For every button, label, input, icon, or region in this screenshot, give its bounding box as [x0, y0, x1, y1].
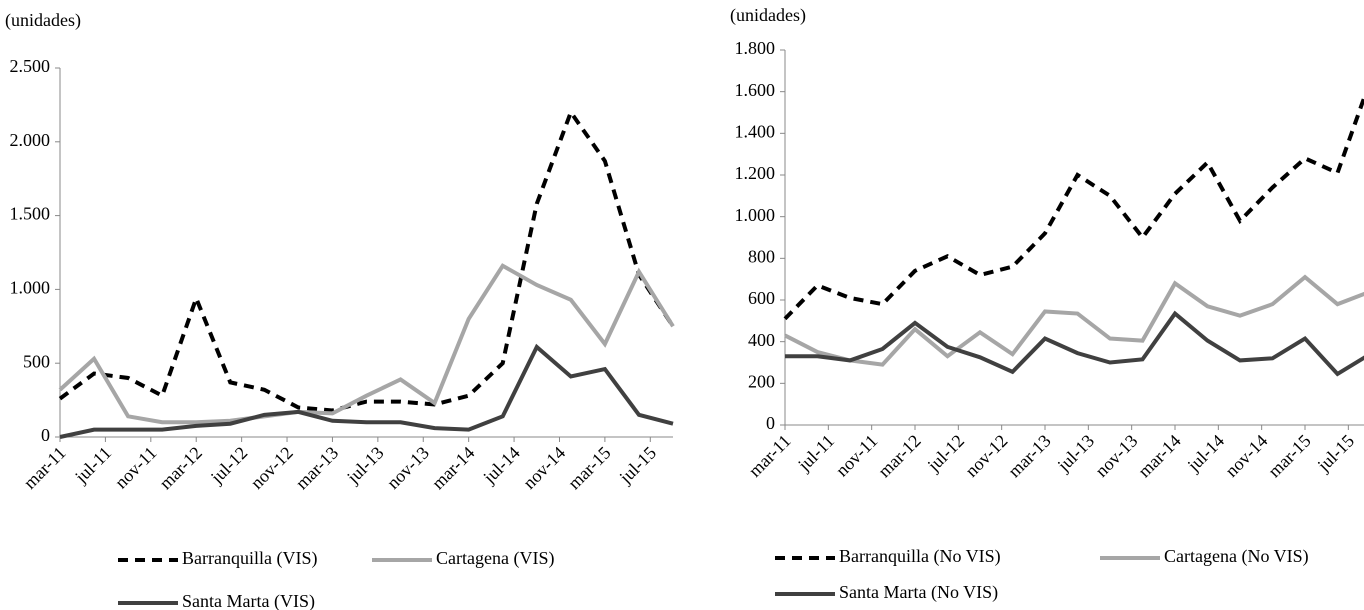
x-tick-label: mar-12	[874, 431, 925, 482]
x-tick-label: mar-11	[20, 443, 70, 493]
y-tick-label: 600	[748, 288, 775, 308]
y-tick-label: 1.600	[735, 80, 776, 100]
y-tick-label: 500	[23, 351, 50, 371]
x-tick-label: jul-11	[793, 431, 838, 476]
legend-label: Santa Marta (VIS)	[182, 591, 315, 610]
y-tick-label: 1.400	[735, 121, 776, 141]
x-tick-label: jul-14	[1183, 431, 1228, 476]
x-tick-label: nov-13	[383, 443, 433, 493]
y-tick-label: 0	[766, 413, 775, 433]
x-tick-label: nov-14	[1221, 431, 1271, 481]
legend-label: Cartagena (No VIS)	[1164, 546, 1309, 567]
y-axis-label: (unidades)	[730, 5, 806, 26]
x-tick-label: jul-12	[206, 443, 251, 488]
y-tick-label: 1.800	[735, 38, 776, 58]
x-tick-label: jul-15	[1313, 431, 1358, 476]
x-tick-label: nov-14	[519, 443, 569, 493]
x-tick-label: nov-11	[832, 431, 882, 481]
legend-label: Barranquilla (No VIS)	[839, 546, 1001, 567]
x-tick-label: nov-11	[111, 443, 161, 493]
x-tick-label: nov-12	[961, 431, 1011, 481]
x-tick-label: mar-12	[155, 443, 206, 494]
x-tick-label: jul-15	[615, 443, 660, 488]
y-tick-label: 2.500	[10, 56, 51, 76]
y-tick-label: 1.500	[10, 204, 51, 224]
x-tick-label: jul-11	[70, 443, 115, 488]
x-tick-label: mar-14	[1134, 431, 1185, 482]
x-tick-label: mar-15	[1264, 431, 1315, 482]
legend-label: Cartagena (VIS)	[436, 548, 554, 569]
y-tick-label: 400	[748, 330, 775, 350]
x-tick-label: mar-13	[292, 443, 343, 494]
x-tick-label: mar-14	[428, 443, 479, 494]
x-tick-label: mar-15	[564, 443, 615, 494]
x-tick-label: jul-12	[923, 431, 968, 476]
series-line	[784, 274, 1364, 367]
x-tick-label: jul-13	[342, 443, 387, 488]
x-tick-label: nov-12	[247, 443, 297, 493]
y-tick-label: 200	[748, 371, 775, 391]
x-tick-label: nov-13	[1091, 431, 1141, 481]
series-line	[59, 343, 674, 439]
y-tick-label: 1.000	[10, 278, 51, 298]
x-tick-label: mar-13	[1004, 431, 1055, 482]
y-tick-label: 2.000	[10, 130, 51, 150]
series-line	[58, 108, 675, 413]
series-line	[785, 310, 1364, 377]
y-tick-label: 0	[41, 425, 50, 445]
y-tick-label: 1.200	[735, 163, 776, 183]
y-tick-label: 1.000	[735, 205, 776, 225]
series-line	[783, 92, 1364, 321]
y-tick-label: 800	[748, 246, 775, 266]
legend-label: Santa Marta (No VIS)	[839, 582, 998, 603]
series-line	[58, 263, 675, 425]
x-tick-label: mar-11	[745, 431, 795, 481]
x-tick-label: jul-13	[1053, 431, 1098, 476]
legend-label: Barranquilla (VIS)	[182, 548, 317, 569]
y-axis-label: (unidades)	[5, 10, 81, 31]
x-tick-label: jul-14	[479, 443, 524, 488]
